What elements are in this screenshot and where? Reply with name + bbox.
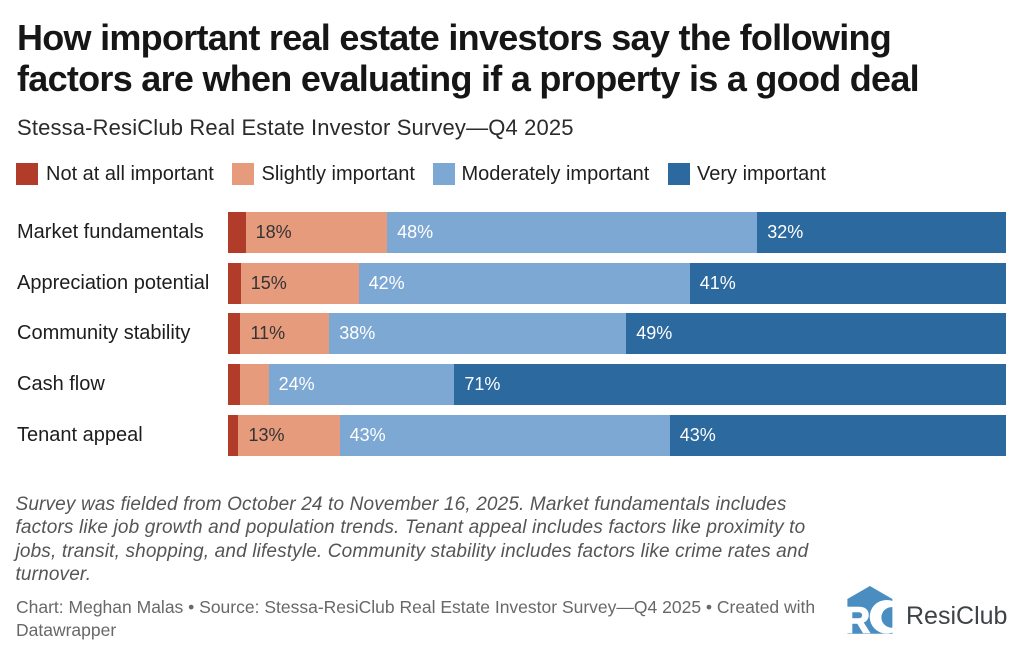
svg-text:R: R bbox=[845, 600, 870, 635]
